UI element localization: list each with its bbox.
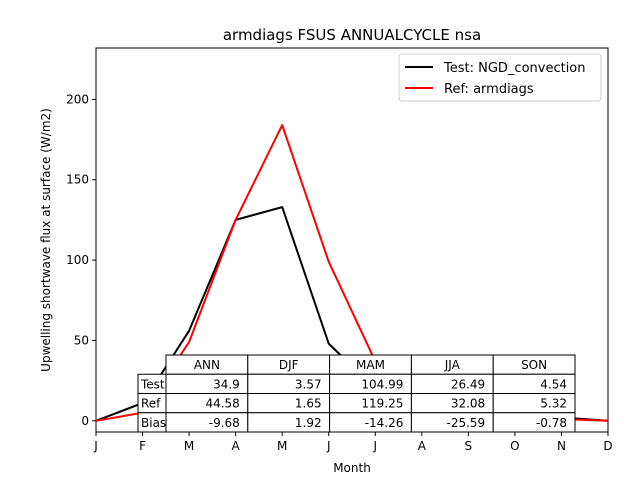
chart-title: armdiags FSUS ANNUALCYCLE nsa (223, 26, 481, 44)
table-cell-value: 32.08 (451, 397, 485, 411)
table-cell-value: 44.58 (205, 397, 239, 411)
x-tick-label: F (139, 439, 146, 453)
x-tick-label: M (184, 439, 194, 453)
y-tick-label: 50 (74, 333, 89, 347)
table-cell (492, 412, 576, 433)
table-cell-value: 26.49 (451, 377, 485, 391)
table-header-label: SON (521, 358, 547, 372)
table-header-label: ANN (194, 358, 220, 372)
table-cell-value: 104.99 (361, 377, 403, 391)
x-tick-label: J (326, 439, 331, 453)
x-tick-label: D (603, 439, 612, 453)
x-tick-label: M (277, 439, 287, 453)
x-tick-label: A (232, 439, 241, 453)
y-tick-label: 0 (81, 414, 89, 428)
y-tick-label: 150 (66, 173, 89, 187)
legend-label-test: Test: NGD_convection (443, 61, 586, 76)
table-cell-value: 3.57 (295, 377, 322, 391)
table-cell-value: -9.68 (209, 416, 240, 430)
legend-label-ref: Ref: armdiags (444, 82, 534, 97)
table-cell-value: 1.65 (295, 397, 322, 411)
legend-box (398, 53, 602, 102)
legend: Test: NGD_convection Ref: armdiags (398, 53, 602, 102)
table-cell-value: -0.78 (536, 416, 567, 430)
x-tick-label: A (418, 439, 427, 453)
table-row-label: Test (140, 377, 165, 391)
table-cell-value: 119.25 (361, 397, 403, 411)
table-cell-value: 5.32 (540, 397, 567, 411)
table-cell-value: -25.59 (447, 416, 486, 430)
stats-table: ANN DJF MAM JJA SON Test 34.9 3.57 104.99 26.49 4.… (137, 354, 576, 433)
x-tick-label: N (557, 439, 566, 453)
table-header-label: DJF (279, 358, 299, 372)
x-axis-label: Month (333, 461, 371, 475)
table-row-label: Bias (141, 416, 166, 430)
table-row-label: Ref (141, 397, 161, 411)
x-tick-label: J (372, 439, 377, 453)
table-cell-value: -14.26 (365, 416, 404, 430)
table-cell-value: 4.54 (540, 377, 567, 391)
x-tick-label: J (93, 439, 98, 453)
x-tick-label: O (510, 439, 519, 453)
y-axis-label: Upwelling shortwave flux at surface (W/m… (39, 108, 53, 372)
table-header-label: MAM (356, 358, 385, 372)
table-header-label: JJA (444, 358, 461, 372)
y-tick-label: 200 (66, 92, 89, 106)
y-tick-label: 100 (66, 253, 89, 267)
x-tick-label: S (465, 439, 473, 453)
table-cell-value: 34.9 (213, 377, 240, 391)
table-cell-value: 1.92 (295, 416, 322, 430)
